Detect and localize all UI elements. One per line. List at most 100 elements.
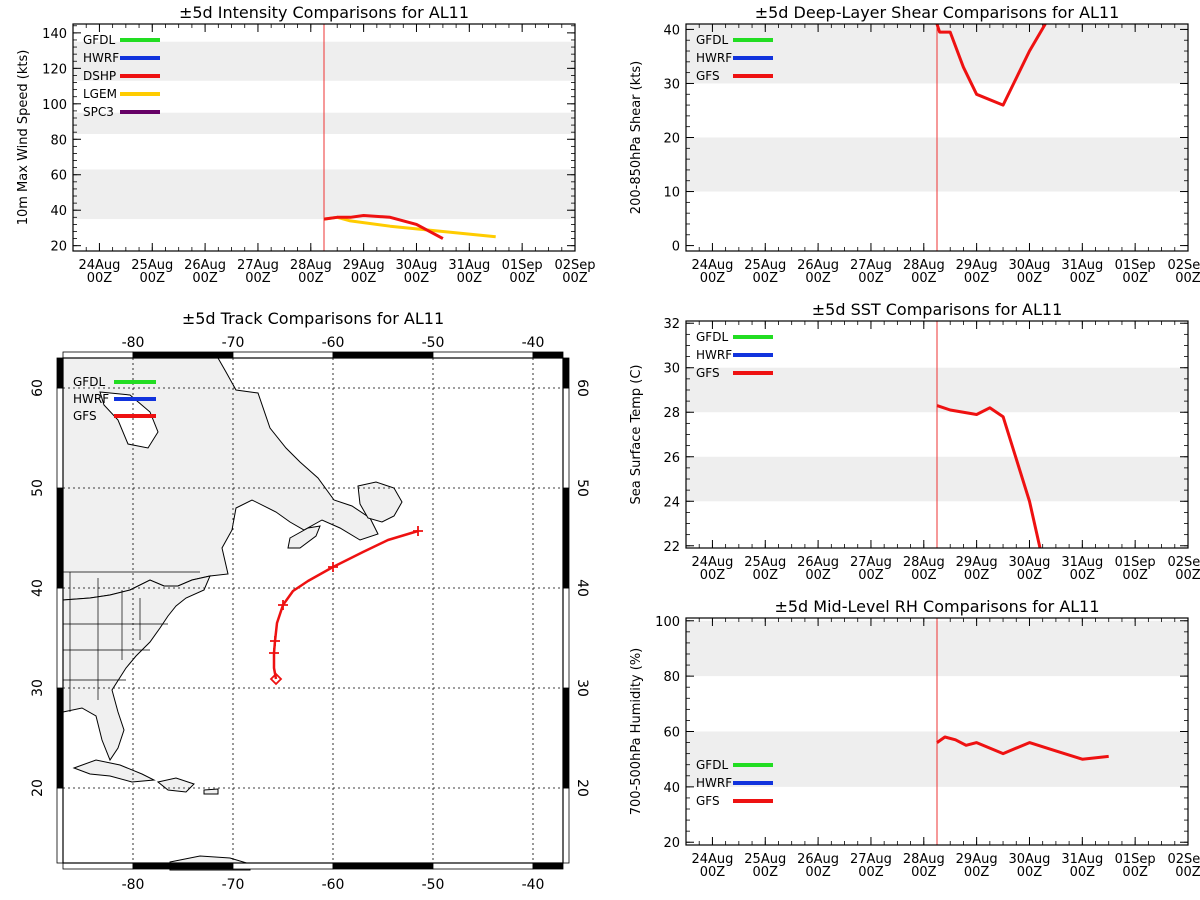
y-tick-label: 20 [50,240,67,255]
lon-tick-label: -40 [522,335,545,351]
y-tick-label: 40 [50,204,67,219]
y-axis-label: 10m Max Wind Speed (kts) [16,50,31,226]
legend-label: GFDL [696,330,728,344]
lat-tick-label: 60 [30,379,46,397]
x-tick-label-date: 29Aug [343,258,385,273]
track-marker [328,562,338,572]
track-marker [278,600,288,610]
x-tick-label-hour: 00Z [805,568,831,583]
x-tick-label-hour: 00Z [858,271,884,286]
x-tick-label-date: 02Sep [1167,258,1200,273]
x-tick-label-date: 01Sep [1115,852,1156,867]
legend-label: HWRF [696,51,732,65]
map-border-segment [56,587,64,689]
x-tick-label-hour: 00Z [245,271,271,286]
x-tick-label-date: 25Aug [744,555,786,570]
land-hispaniola [156,777,195,793]
y-tick-label: 20 [663,836,680,851]
plot-frame [685,320,1189,549]
lat-tick-label: 40 [574,579,590,597]
legend-label: GFS [696,69,720,83]
lon-tick-label: -60 [322,335,345,351]
chart-title: ±5d Track Comparisons for AL11 [182,309,444,328]
plot-frame [685,23,1189,252]
x-tick-label-hour: 00Z [192,271,218,286]
legend-label: GFS [696,794,720,808]
x-tick-label-date: 26Aug [184,258,226,273]
y-tick-label: 100 [655,615,680,630]
x-tick-label-date: 30Aug [1009,555,1051,570]
map-border-segment [132,351,234,359]
x-tick-label-date: 24Aug [78,258,120,273]
series-line-gfs [935,24,1047,107]
x-tick-label-hour: 00Z [911,271,937,286]
chart-title: ±5d Intensity Comparisons for AL11 [179,3,469,22]
x-tick-label-date: 25Aug [744,852,786,867]
x-tick-label-hour: 00Z [911,568,937,583]
x-tick-label-hour: 00Z [700,271,726,286]
y-tick-label: 60 [663,726,680,741]
lon-tick-label: -80 [122,877,145,893]
y-tick-label: 28 [663,406,680,421]
x-tick-label-date: 30Aug [1009,258,1051,273]
map-border-segment [432,862,534,870]
y-tick-label: 30 [663,362,680,377]
land-nova-scotia [287,525,321,549]
x-tick-label-hour: 00Z [509,271,535,286]
lon-tick-label: -80 [122,335,145,351]
x-tick-label-date: 27Aug [850,555,892,570]
x-tick-label-date: 27Aug [237,258,279,273]
y-tick-label: 40 [663,23,680,38]
y-tick-label: 80 [663,670,680,685]
x-tick-label-date: 02Sep [1167,555,1200,570]
y-tick-label: 30 [663,77,680,92]
map-border-segment [562,357,570,389]
track-map: ±5d Track Comparisons for AL11 -80 -80 -70 -… [30,309,590,893]
map-border-segment [562,587,570,689]
map-border-segment [232,862,334,870]
y-axis-label: 200-850hPa Shear (kts) [629,61,644,214]
map-border-segment [56,787,64,864]
x-tick-label-hour: 00Z [1122,865,1148,880]
legend-label: HWRF [696,776,732,790]
x-tick-label-hour: 00Z [1017,271,1043,286]
x-tick-label-hour: 00Z [700,568,726,583]
lat-tick-label: 20 [574,779,590,797]
map-border-segment [562,487,570,589]
plot-frame [685,617,1189,846]
map-border-segment [562,387,570,489]
sst-chart: ±5d SST Comparisons for AL11 Sea Surface … [629,300,1200,583]
x-tick-label-hour: 00Z [753,865,779,880]
x-tick-label-hour: 00Z [1070,568,1096,583]
map-border-segment [432,351,534,359]
legend-label: HWRF [696,348,732,362]
x-tick-label-date: 30Aug [396,258,438,273]
x-tick-label-date: 27Aug [850,852,892,867]
x-tick-label-date: 28Aug [290,258,332,273]
x-tick-label-hour: 00Z [700,865,726,880]
x-tick-label-hour: 00Z [1175,865,1200,880]
land-us-state-lines [63,571,200,712]
x-tick-label-date: 26Aug [797,852,839,867]
track-marker [413,526,423,536]
series-line-dshp [323,214,444,240]
x-tick-label-date: 02Sep [554,258,595,273]
x-tick-label-date: 26Aug [797,555,839,570]
series-line-lgem [323,215,496,239]
legend-label: GFS [73,409,97,423]
y-tick-label: 10 [663,186,680,201]
x-tick-label-date: 01Sep [1115,258,1156,273]
x-tick-label-hour: 00Z [858,568,884,583]
x-tick-label-hour: 00Z [404,271,430,286]
lat-tick-label: 40 [30,579,46,597]
lon-tick-label: -70 [222,335,245,351]
x-tick-label-hour: 00Z [298,271,324,286]
x-tick-label-hour: 00Z [964,568,990,583]
y-tick-label: 0 [672,240,680,255]
x-tick-label-date: 31Aug [448,258,490,273]
lon-tick-label: -50 [422,877,445,893]
legend-label: GFS [696,366,720,380]
legend-label: SPC3 [83,105,114,119]
x-tick-label-date: 02Sep [1167,852,1200,867]
series-line-gfs [936,404,1042,548]
